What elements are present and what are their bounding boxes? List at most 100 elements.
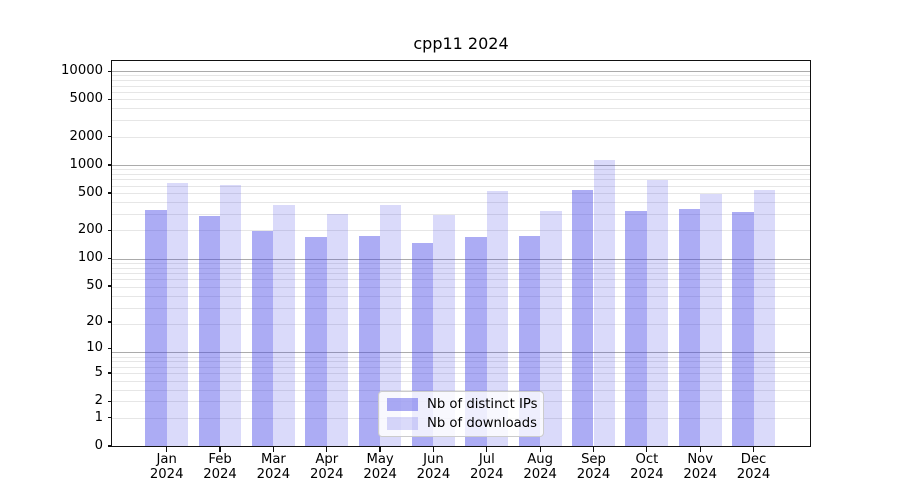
gridline-minor	[112, 267, 810, 269]
gridline-minor	[112, 307, 810, 309]
y-tick-mark	[107, 229, 112, 231]
y-tick-label: 1	[94, 409, 103, 425]
bar-downloads-jan	[166, 182, 189, 446]
x-tick-mark	[219, 447, 221, 452]
bar-downloads-oct	[646, 180, 669, 446]
legend: Nb of distinct IPs Nb of downloads	[378, 391, 544, 437]
x-tick-mark	[486, 447, 488, 452]
gridline-major	[112, 164, 810, 166]
x-tick-label: Apr 2024	[309, 452, 344, 483]
y-tick-label: 200	[77, 222, 103, 238]
y-tick-mark	[107, 372, 112, 374]
bar-downloads-dec	[753, 190, 775, 446]
legend-row-downloads: Nb of downloads	[387, 417, 537, 430]
bar-distinct-ips-oct	[625, 211, 647, 446]
x-tick-mark	[379, 447, 381, 452]
x-tick-label: Sep 2024	[576, 452, 611, 483]
y-tick-mark	[107, 417, 112, 419]
bar-distinct-ips-mar	[252, 231, 274, 446]
y-tick-label: 20	[86, 314, 103, 330]
y-tick-mark	[107, 192, 112, 194]
x-tick-mark	[699, 447, 701, 452]
gridline-minor	[112, 91, 810, 93]
legend-label-distinct-ips: Nb of distinct IPs	[427, 397, 538, 412]
gridline-major	[112, 258, 810, 260]
gridline-minor	[112, 213, 810, 215]
gridline-minor	[112, 179, 810, 181]
y-tick-label: 0	[94, 438, 103, 453]
gridline-minor	[112, 230, 810, 232]
x-tick-label: Mar 2024	[256, 452, 291, 483]
bar-distinct-ips-apr	[305, 236, 327, 446]
gridline-minor	[112, 108, 810, 110]
gridline-minor	[112, 295, 810, 297]
gridline-minor	[112, 80, 810, 82]
bar-downloads-jun	[433, 215, 455, 446]
bar-distinct-ips-feb	[198, 215, 221, 446]
legend-row-distinct-ips: Nb of distinct IPs	[387, 397, 538, 412]
bar-distinct-ips-may	[358, 236, 381, 446]
gridline-minor	[112, 356, 810, 358]
x-tick-label: Jul 2024	[470, 452, 504, 483]
y-tick-mark	[107, 400, 112, 402]
plot-area	[111, 60, 811, 447]
gridline-minor	[112, 193, 810, 195]
gridline-minor	[112, 85, 810, 87]
bar-downloads-apr	[326, 213, 349, 446]
gridline-minor	[112, 169, 810, 171]
y-tick-label: 50	[86, 278, 103, 293]
gridline-minor	[112, 373, 810, 375]
y-tick-mark	[107, 98, 112, 101]
y-tick-mark	[107, 136, 112, 138]
gridline-minor	[112, 120, 810, 122]
bar-downloads-may	[380, 205, 402, 446]
x-tick-mark	[432, 447, 435, 452]
y-tick-mark	[107, 347, 112, 350]
gridline-minor	[112, 185, 810, 187]
bar-downloads-jul	[486, 191, 509, 446]
y-tick-label: 10	[86, 340, 103, 356]
x-tick-label: May 2024	[363, 452, 397, 483]
legend-swatch-downloads	[387, 417, 418, 430]
gridline-major	[112, 352, 810, 354]
y-tick-mark	[107, 70, 112, 72]
x-tick-label: Aug 2024	[523, 452, 557, 483]
gridline-minor	[112, 262, 810, 264]
gridline-minor	[112, 286, 810, 288]
y-tick-label: 500	[77, 185, 103, 201]
y-tick-mark	[107, 445, 112, 447]
bar-downloads-mar	[273, 205, 295, 446]
y-tick-mark	[107, 164, 112, 166]
x-tick-label: Dec 2024	[736, 452, 771, 483]
x-tick-label: Nov 2024	[683, 452, 717, 483]
bar-downloads-sep	[593, 160, 615, 446]
y-tick-label: 2	[94, 393, 103, 409]
gridlines-layer	[112, 61, 810, 446]
bar-distinct-ips-nov	[678, 208, 701, 446]
bar-downloads-aug	[540, 211, 562, 446]
bar-downloads-nov	[700, 194, 722, 446]
y-tick-label: 5	[94, 365, 103, 381]
y-tick-label: 5000	[69, 91, 103, 107]
y-tick-label: 1000	[69, 156, 103, 172]
x-tick-label: Feb 2024	[203, 452, 237, 483]
x-tick-mark	[539, 447, 541, 452]
legend-swatch-distinct-ips	[387, 398, 418, 411]
chart-title: cpp11 2024	[413, 34, 509, 53]
y-tick-mark	[107, 321, 112, 323]
gridline-minor	[112, 279, 810, 281]
gridline-major	[112, 71, 810, 73]
gridline-minor	[112, 136, 810, 138]
gridline-minor	[112, 202, 810, 204]
gridline-minor	[112, 389, 810, 391]
bar-distinct-ips-dec	[732, 211, 754, 446]
y-tick-label: 2000	[69, 128, 103, 144]
x-tick-mark	[326, 447, 328, 452]
x-tick-mark	[592, 447, 595, 452]
gridline-minor	[112, 380, 810, 382]
gridline-minor	[112, 173, 810, 175]
x-tick-mark	[752, 447, 755, 452]
bar-distinct-ips-jan	[145, 209, 167, 446]
x-tick-label: Jun 2024	[416, 452, 451, 483]
